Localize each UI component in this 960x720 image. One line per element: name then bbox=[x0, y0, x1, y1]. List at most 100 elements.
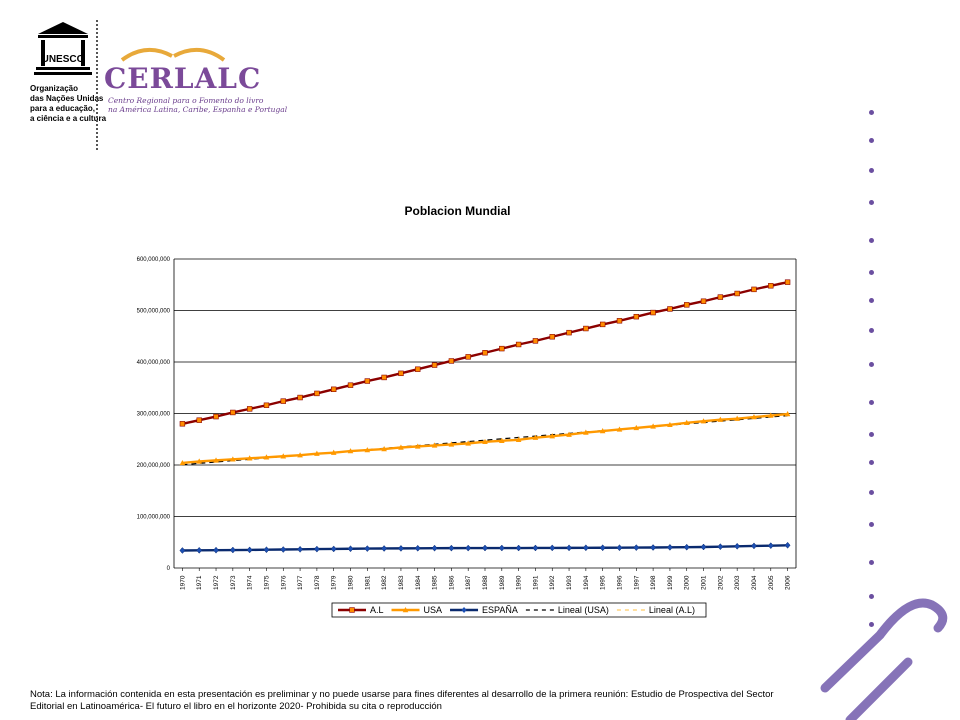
series-0-point-1982 bbox=[381, 374, 387, 381]
series-0-point-1994 bbox=[583, 325, 589, 332]
x-tick-label-1990: 1990 bbox=[516, 575, 523, 590]
series-0-point-1980 bbox=[347, 382, 354, 388]
series-2-point-1982 bbox=[381, 545, 388, 552]
series-0-point-1977 bbox=[297, 394, 303, 401]
x-tick-label-1970: 1970 bbox=[179, 575, 186, 590]
series-0-point-2000 bbox=[684, 302, 690, 308]
series-0-point-1985 bbox=[431, 362, 438, 368]
series-1-point-2001 bbox=[700, 418, 707, 424]
series-2-point-2003 bbox=[734, 542, 741, 550]
series-0-point-2005 bbox=[768, 283, 774, 289]
series-2-point-1986 bbox=[448, 544, 455, 552]
cerlalc-logo: CERLALC Centro Regional para o Fomento d… bbox=[104, 40, 287, 120]
series-2-point-1974 bbox=[246, 546, 253, 554]
legend-entry-2: ESPAÑA bbox=[482, 605, 518, 615]
series-1-point-1971 bbox=[196, 458, 203, 464]
series-1-point-1974 bbox=[246, 455, 253, 461]
decorative-dot-16 bbox=[869, 622, 874, 627]
series-1-point-1976 bbox=[280, 453, 287, 459]
x-tick-label-1974: 1974 bbox=[247, 575, 254, 590]
series-0-point-2006 bbox=[784, 279, 791, 285]
series-0-point-2003 bbox=[734, 290, 740, 297]
y-tick-label-4: 400,000,000 bbox=[137, 360, 171, 366]
series-1-point-2002 bbox=[717, 416, 724, 422]
series-0-point-1970 bbox=[179, 421, 186, 427]
series-0-point-1971 bbox=[196, 417, 202, 423]
x-tick-label-1993: 1993 bbox=[566, 575, 573, 590]
series-0-point-1993 bbox=[566, 329, 572, 336]
x-tick-label-1997: 1997 bbox=[633, 575, 640, 590]
x-tick-label-2002: 2002 bbox=[717, 575, 724, 590]
decorative-dot-11 bbox=[869, 460, 874, 465]
y-tick-label-0: 0 bbox=[167, 566, 171, 572]
series-1-point-1981 bbox=[364, 447, 371, 453]
series-1-point-1970 bbox=[179, 459, 186, 466]
unesco-line-1: Organização bbox=[30, 84, 79, 93]
y-tick-label-1: 100,000,000 bbox=[137, 515, 171, 521]
series-2-point-1980 bbox=[347, 545, 354, 553]
series-2-point-1981 bbox=[364, 545, 371, 552]
series-2-point-1991 bbox=[532, 544, 539, 552]
series-0-point-2001 bbox=[700, 298, 707, 304]
series-2-point-1985 bbox=[431, 544, 438, 552]
decorative-dot-7 bbox=[869, 328, 874, 333]
series-0-point-1976 bbox=[280, 398, 286, 404]
legend-entry-0: A.L bbox=[370, 605, 384, 615]
cerlalc-subtitle-2: na América Latina, Caribe, Espanha e Por… bbox=[108, 105, 288, 114]
series-2-point-2002 bbox=[717, 543, 724, 551]
x-tick-label-1977: 1977 bbox=[297, 575, 304, 590]
series-1-point-1994 bbox=[583, 429, 589, 435]
x-tick-label-1987: 1987 bbox=[465, 575, 472, 590]
x-tick-label-1996: 1996 bbox=[616, 575, 623, 590]
x-tick-label-2004: 2004 bbox=[751, 575, 758, 590]
series-1-point-1996 bbox=[616, 426, 623, 432]
series-2-point-1997 bbox=[633, 544, 640, 551]
series-2-point-1976 bbox=[280, 546, 287, 553]
series-1-point-1988 bbox=[482, 438, 488, 445]
x-tick-label-1989: 1989 bbox=[499, 575, 506, 590]
cerlalc-wordmark: CERLALC bbox=[104, 62, 262, 95]
decorative-dot-15 bbox=[869, 594, 874, 599]
series-0-point-1995 bbox=[599, 321, 606, 328]
series-0-point-1992 bbox=[549, 334, 555, 340]
legend-entry-4: Lineal (A.L) bbox=[649, 605, 695, 615]
population-line-chart: 0 100,000,000 200,000,000 300,000,000 400,00… bbox=[137, 257, 797, 618]
y-tick-label-5: 500,000,000 bbox=[137, 309, 171, 315]
series-1-point-1984 bbox=[414, 443, 421, 449]
x-tick-label-1999: 1999 bbox=[667, 575, 674, 590]
x-tick-label-1972: 1972 bbox=[213, 575, 220, 590]
series-1-point-1997 bbox=[633, 424, 640, 431]
series-2-point-1973 bbox=[229, 546, 236, 554]
series-0-point-1988 bbox=[482, 350, 488, 356]
footnote: Nota: La información contenida en esta p… bbox=[30, 689, 774, 712]
decorative-dot-12 bbox=[869, 490, 874, 495]
series-2-point-1979 bbox=[330, 545, 337, 553]
series-0-point-1983 bbox=[398, 370, 404, 377]
series-2-point-2004 bbox=[751, 542, 757, 550]
x-tick-label-1983: 1983 bbox=[398, 575, 405, 590]
series-0-point-1997 bbox=[633, 313, 639, 320]
series-1-point-1991 bbox=[532, 434, 539, 440]
legend-entry-3: Lineal (USA) bbox=[558, 605, 609, 615]
unesco-line-4: a ciência e a cultura bbox=[30, 114, 107, 123]
decorative-dot-3 bbox=[869, 200, 874, 205]
series-1-point-2003 bbox=[734, 415, 740, 421]
x-tick-label-1980: 1980 bbox=[348, 575, 355, 590]
series-1-point-1982 bbox=[381, 446, 387, 452]
series-2-point-2005 bbox=[767, 542, 774, 550]
chart-title: Poblacion Mundial bbox=[404, 204, 511, 218]
series-2-point-1970 bbox=[179, 547, 186, 554]
series-1-point-1977 bbox=[297, 452, 303, 458]
x-tick-label-1978: 1978 bbox=[314, 575, 321, 590]
series-1-point-1973 bbox=[230, 456, 236, 462]
legend-marker-2 bbox=[461, 607, 467, 613]
legend-entry-1: USA bbox=[424, 605, 443, 615]
unesco-logo: UNESCO Organização das Nações Unidas par… bbox=[14, 20, 106, 130]
series-0-point-1996 bbox=[616, 318, 623, 324]
series-1-point-1993 bbox=[566, 431, 572, 437]
series-2-point-1994 bbox=[582, 544, 589, 552]
x-tick-label-1986: 1986 bbox=[448, 575, 455, 590]
logo-divider bbox=[96, 20, 98, 150]
series-0-point-1972 bbox=[213, 413, 219, 420]
x-tick-label-1995: 1995 bbox=[600, 575, 607, 590]
